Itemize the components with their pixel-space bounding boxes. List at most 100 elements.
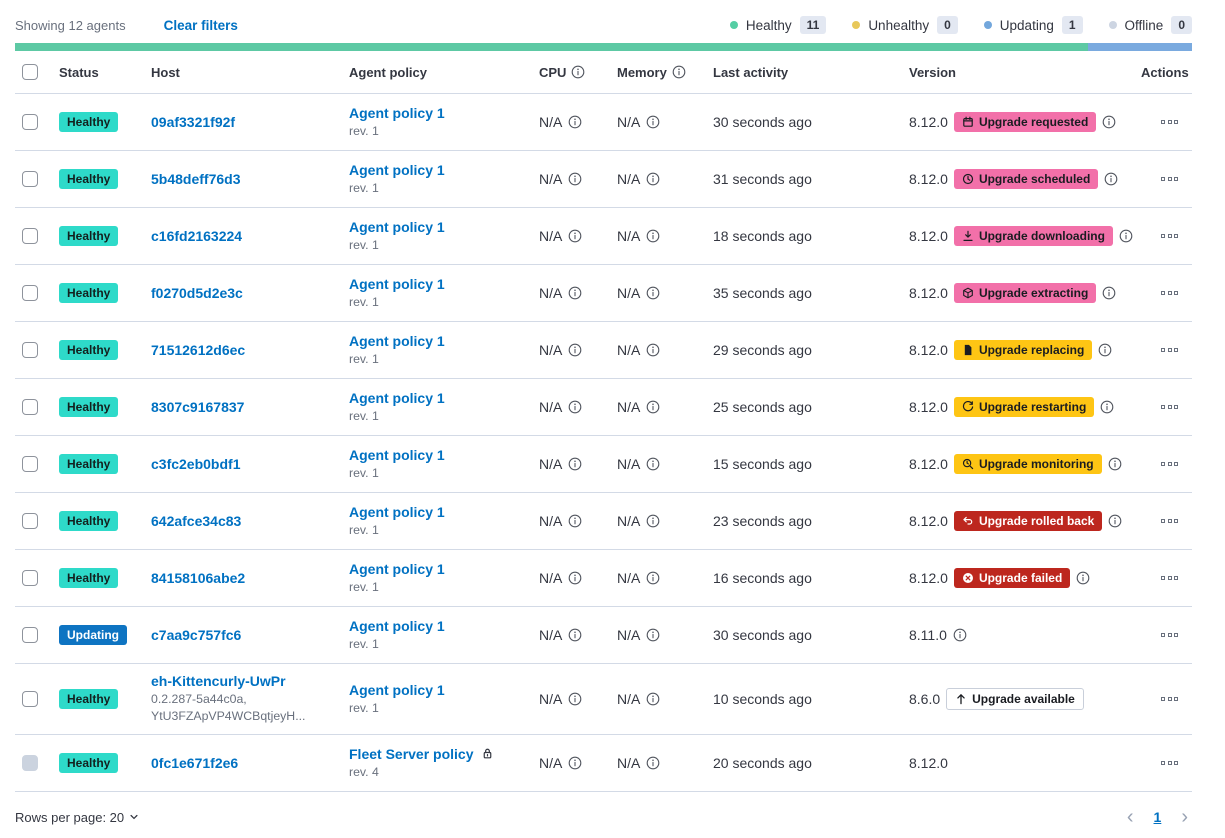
info-icon[interactable] (672, 65, 686, 79)
info-icon[interactable] (646, 286, 660, 300)
info-icon[interactable] (646, 400, 660, 414)
next-page-button[interactable]: › (1177, 807, 1192, 827)
info-icon[interactable] (646, 229, 660, 243)
info-icon[interactable] (646, 115, 660, 129)
info-icon[interactable] (571, 65, 585, 79)
row-actions-button[interactable] (1157, 228, 1182, 244)
version-info-icon[interactable] (1076, 571, 1090, 585)
row-actions-button[interactable] (1157, 171, 1182, 187)
host-link[interactable]: 8307c9167837 (151, 399, 245, 415)
info-icon[interactable] (646, 571, 660, 585)
agent-policy-link[interactable]: Agent policy 1 (349, 503, 445, 520)
info-icon[interactable] (646, 692, 660, 706)
row-checkbox[interactable] (22, 228, 38, 244)
info-icon[interactable] (568, 400, 582, 414)
agent-policy-link[interactable]: Agent policy 1 (349, 617, 445, 634)
row-actions-button[interactable] (1157, 285, 1182, 301)
clock-icon (962, 173, 974, 185)
row-checkbox[interactable] (22, 627, 38, 643)
row-checkbox[interactable] (22, 691, 38, 707)
host-link[interactable]: 642afce34c83 (151, 513, 242, 529)
legend-count-badge: 11 (799, 16, 827, 34)
info-icon[interactable] (568, 514, 582, 528)
info-icon[interactable] (568, 457, 582, 471)
row-actions-button[interactable] (1157, 755, 1182, 771)
row-actions-button[interactable] (1157, 691, 1182, 707)
info-icon[interactable] (568, 229, 582, 243)
row-actions-button[interactable] (1157, 342, 1182, 358)
info-icon[interactable] (646, 756, 660, 770)
info-icon[interactable] (646, 628, 660, 642)
agent-policy-link[interactable]: Agent policy 1 (349, 275, 445, 292)
version-value: 8.12.0 (909, 755, 948, 771)
version-info-icon[interactable] (1102, 115, 1116, 129)
info-icon[interactable] (568, 692, 582, 706)
version-info-icon[interactable] (1119, 229, 1133, 243)
row-checkbox[interactable] (22, 570, 38, 586)
agent-policy-link[interactable]: Agent policy 1 (349, 218, 445, 235)
version-info-icon[interactable] (1104, 172, 1118, 186)
row-checkbox[interactable] (22, 399, 38, 415)
info-icon[interactable] (568, 571, 582, 585)
upgrade-status-badge: Upgrade failed (953, 568, 1071, 588)
row-actions-button[interactable] (1157, 513, 1182, 529)
agent-policy-link[interactable]: Agent policy 1 (349, 560, 445, 577)
agent-policy-link[interactable]: Agent policy 1 (349, 389, 445, 406)
previous-page-button[interactable]: ‹ (1123, 807, 1138, 827)
agent-policy-link[interactable]: Agent policy 1 (349, 332, 445, 349)
agent-policy-link[interactable]: Agent policy 1 (349, 161, 445, 178)
legend-count-badge: 0 (1171, 16, 1192, 34)
agent-policy-link[interactable]: Agent policy 1 (349, 446, 445, 463)
info-icon[interactable] (568, 172, 582, 186)
host-link[interactable]: eh-Kittencurly-UwPr (151, 673, 286, 690)
host-link[interactable]: 84158106abe2 (151, 570, 246, 586)
version-info-icon[interactable] (1108, 514, 1122, 528)
host-link[interactable]: f0270d5d2e3c (151, 285, 243, 301)
agent-policy-link[interactable]: Agent policy 1 (349, 681, 445, 698)
select-all-checkbox[interactable] (22, 64, 38, 80)
info-icon[interactable] (568, 343, 582, 357)
row-checkbox[interactable] (22, 285, 38, 301)
row-checkbox[interactable] (22, 114, 38, 130)
rows-per-page-button[interactable]: Rows per page: 20 (15, 810, 139, 825)
version-info-icon[interactable] (1100, 400, 1114, 414)
memory-value: N/A (617, 570, 641, 586)
row-actions-button[interactable] (1157, 399, 1182, 415)
version-info-icon[interactable] (953, 628, 967, 642)
info-icon[interactable] (646, 172, 660, 186)
row-actions-button[interactable] (1157, 627, 1182, 643)
host-link[interactable]: 09af3321f92f (151, 114, 236, 130)
clear-filters-link[interactable]: Clear filters (163, 17, 238, 33)
info-icon[interactable] (568, 115, 582, 129)
row-actions-button[interactable] (1157, 114, 1182, 130)
host-link[interactable]: c7aa9c757fc6 (151, 627, 242, 643)
version-info-icon[interactable] (1102, 286, 1116, 300)
info-icon[interactable] (646, 343, 660, 357)
agent-policy-link[interactable]: Agent policy 1 (349, 104, 445, 121)
info-icon[interactable] (646, 514, 660, 528)
row-checkbox[interactable] (22, 513, 38, 529)
host-link[interactable]: 71512612d6ec (151, 342, 246, 358)
version-value: 8.12.0 (909, 342, 948, 358)
refresh-icon (962, 401, 974, 413)
info-icon[interactable] (568, 756, 582, 770)
info-icon[interactable] (646, 457, 660, 471)
arrow-up-icon (955, 693, 967, 705)
version-info-icon[interactable] (1098, 343, 1112, 357)
row-actions-button[interactable] (1157, 570, 1182, 586)
row-checkbox[interactable] (22, 342, 38, 358)
download-icon (962, 230, 974, 242)
memory-value: N/A (617, 399, 641, 415)
host-link[interactable]: c16fd2163224 (151, 228, 243, 244)
host-link[interactable]: c3fc2eb0bdf1 (151, 456, 241, 472)
info-icon[interactable] (568, 628, 582, 642)
host-link[interactable]: 0fc1e671f2e6 (151, 755, 239, 771)
row-checkbox[interactable] (22, 456, 38, 472)
page-1-button[interactable]: 1 (1148, 807, 1168, 827)
row-actions-button[interactable] (1157, 456, 1182, 472)
agent-policy-link[interactable]: Fleet Server policy (349, 745, 474, 762)
version-info-icon[interactable] (1108, 457, 1122, 471)
host-link[interactable]: 5b48deff76d3 (151, 171, 241, 187)
info-icon[interactable] (568, 286, 582, 300)
row-checkbox[interactable] (22, 171, 38, 187)
